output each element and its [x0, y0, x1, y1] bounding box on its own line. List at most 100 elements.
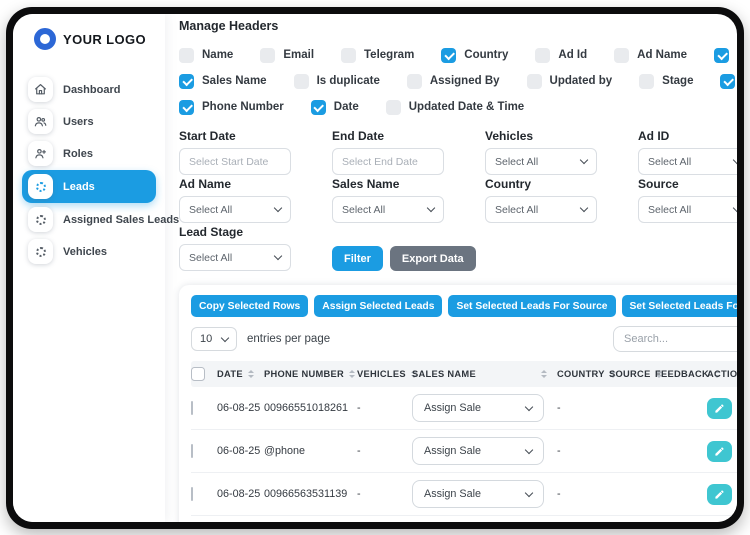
filter-select[interactable]: Select All [485, 148, 597, 175]
set-selected-leads-for-source-button[interactable]: Set Selected Leads For Source [448, 295, 616, 317]
table-header: DATE PHONE NUMBER VEHICLES SALES NAME COUNTR… [191, 361, 737, 387]
header-checkbox-updated-date-time[interactable]: Updated Date & Time [385, 99, 524, 115]
header-checkbox-sales-name[interactable]: Sales Name [179, 73, 267, 89]
filter-select[interactable]: Select All [485, 196, 597, 223]
search-input[interactable] [613, 326, 737, 352]
set-selected-leads-for-vehicle-button[interactable]: Set Selected Leads For Vehicle [621, 295, 737, 317]
filter-field-sales-name: Sales Name Select All [332, 177, 444, 223]
checkbox-icon[interactable] [526, 73, 542, 89]
checkbox-label: Phone Number [202, 101, 284, 113]
header-checkbox-source[interactable]: Source [720, 73, 737, 89]
checkbox-icon[interactable] [260, 47, 276, 63]
sort-icon[interactable] [655, 370, 662, 378]
checkbox-checked-icon[interactable] [179, 73, 194, 89]
select-value: Select All [342, 203, 386, 216]
column-header-feedback[interactable]: FEEDBACK [655, 369, 721, 379]
logo: YOUR LOGO [22, 28, 156, 50]
filter-select[interactable]: Select All [179, 196, 291, 223]
filter-date-input[interactable] [179, 148, 291, 175]
assign-sale-select[interactable]: Assign Sale [412, 437, 544, 465]
header-checkbox-telegram[interactable]: Telegram [341, 47, 414, 63]
export-data-button[interactable]: Export Data [389, 246, 476, 271]
select-all-checkbox[interactable] [191, 367, 205, 381]
column-header-sales-name[interactable]: SALES NAME [412, 369, 557, 379]
sidebar-nav: Dashboard Users Roles Leads Assigned Sales L… [22, 74, 179, 267]
header-checkbox-ad-id[interactable]: Ad Id [535, 47, 587, 63]
checkbox-icon[interactable] [293, 73, 309, 89]
header-checkbox-name[interactable]: Name [179, 47, 233, 63]
cell-date: 06-08-25 [217, 402, 261, 414]
sort-down-icon [655, 375, 662, 378]
assign-selected-leads-button[interactable]: Assign Selected Leads [314, 295, 443, 317]
sort-icon[interactable] [541, 370, 547, 378]
sort-icon[interactable] [247, 370, 254, 378]
header-checkbox-phone-number[interactable]: Phone Number [179, 99, 284, 115]
checkbox-icon[interactable] [179, 47, 194, 63]
header-checkbox-stage[interactable]: Stage [639, 73, 693, 89]
edit-button[interactable] [707, 397, 732, 419]
column-header-country[interactable]: COUNTRY [557, 369, 616, 379]
user-plus-icon [28, 141, 53, 166]
column-header-source[interactable]: SOURCE [609, 369, 662, 379]
checkbox-checked-icon[interactable] [441, 47, 457, 63]
sidebar-item-leads[interactable]: Leads [22, 170, 156, 203]
checkbox-label: Updated by [549, 75, 613, 87]
filter-select[interactable]: Select All [332, 196, 444, 223]
header-checkbox-assigned-by[interactable]: Assigned By [406, 73, 500, 89]
table-row: 06-08-25 00966563531139- Assign Sale - [191, 473, 737, 516]
filter-date-input[interactable] [332, 148, 444, 175]
checkbox-checked-icon[interactable] [179, 99, 194, 115]
edit-button[interactable] [707, 440, 732, 462]
filter-select[interactable]: Select All [179, 244, 291, 271]
column-header-phone-number[interactable]: PHONE NUMBER [264, 369, 357, 379]
sidebar-item-assigned-sales-leads[interactable]: Assigned Sales Leads [22, 204, 179, 235]
sort-icon[interactable] [714, 370, 721, 378]
filter-field-label: Lead Stage [179, 225, 244, 239]
dotted-circle-icon [35, 214, 46, 225]
row-checkbox[interactable] [191, 444, 193, 458]
checkbox-checked-icon[interactable] [310, 99, 326, 115]
copy-selected-rows-button[interactable]: Copy Selected Rows [191, 295, 309, 317]
header-checkbox-date[interactable]: Date [310, 99, 359, 115]
sort-icon[interactable] [410, 370, 417, 378]
header-checkbox-is-duplicate[interactable]: Is duplicate [293, 73, 380, 89]
sort-icon[interactable] [609, 370, 616, 378]
filter-button[interactable]: Filter [332, 246, 383, 271]
checkbox-icon[interactable] [406, 73, 422, 89]
header-checkbox-vehicles[interactable]: Vehicles [714, 47, 737, 63]
sidebar-item-roles[interactable]: Roles [22, 138, 156, 169]
sidebar-item-label: Assigned Sales Leads [63, 213, 180, 226]
edit-button[interactable] [707, 483, 732, 505]
assign-sale-select[interactable]: Assign Sale [412, 394, 544, 422]
checkbox-icon[interactable] [535, 47, 551, 63]
checkbox-icon[interactable] [614, 47, 630, 63]
checkbox-checked-icon[interactable] [714, 47, 729, 63]
filter-select[interactable]: Select All [638, 196, 737, 223]
header-checkbox-updated-by[interactable]: Updated by [526, 73, 613, 89]
checkbox-icon[interactable] [341, 47, 357, 63]
sort-up-icon [655, 370, 662, 373]
sidebar-item-vehicles[interactable]: Vehicles [22, 236, 156, 267]
column-header-vehicles[interactable]: VEHICLES [357, 369, 417, 379]
cell-vehicles: - [357, 402, 361, 414]
header-checkbox-email[interactable]: Email [260, 47, 314, 63]
header-checkbox-ad-name[interactable]: Ad Name [614, 47, 687, 63]
cell-country: - [557, 402, 561, 414]
entries-per-page-select[interactable]: 10 [191, 327, 237, 351]
filter-select[interactable]: Select All [638, 148, 737, 175]
dotted-circle-icon [28, 174, 53, 199]
sidebar-item-users[interactable]: Users [22, 106, 156, 137]
row-checkbox[interactable] [191, 401, 193, 415]
sidebar-item-dashboard[interactable]: Dashboard [22, 74, 156, 105]
checkbox-icon[interactable] [385, 99, 401, 115]
checkbox-icon[interactable] [639, 73, 655, 89]
header-checkbox-country[interactable]: Country [441, 47, 508, 63]
row-checkbox[interactable] [191, 487, 193, 501]
column-header-date[interactable]: DATE [217, 369, 264, 379]
sort-icon[interactable] [349, 370, 356, 378]
checkbox-row: Phone Number Date Updated Date & Time [179, 94, 737, 120]
checkbox-checked-icon[interactable] [720, 73, 736, 89]
assign-sale-select[interactable]: Assign Sale [412, 480, 544, 508]
chevron-down-icon [273, 251, 283, 261]
chevron-down-icon [732, 203, 737, 213]
